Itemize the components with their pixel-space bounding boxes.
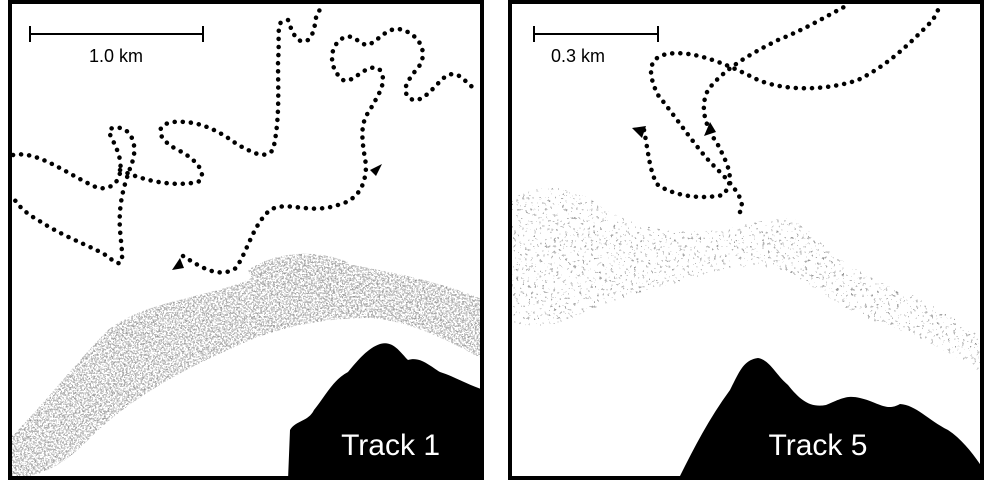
land-silhouette: [680, 358, 980, 476]
plume-band: [12, 259, 480, 476]
direction-arrow: [632, 126, 646, 138]
scale-bar-label: 0.3 km: [551, 46, 605, 66]
scale-bar: [29, 26, 204, 42]
map-panel-track-5: 0.3 km Track 5: [508, 0, 984, 480]
map-panel-track-1: 1.0 km Track 1: [8, 0, 484, 480]
map-canvas-track-5: 0.3 km Track 5: [508, 0, 984, 480]
panel-border: [8, 0, 484, 480]
direction-arrow: [370, 164, 382, 176]
plume-band: [512, 187, 980, 373]
direction-arrow: [704, 122, 716, 136]
direction-arrow: [172, 258, 184, 270]
plume-dense-patch: [248, 253, 348, 290]
land-silhouette: [288, 343, 480, 476]
vessel-track-5: [641, 4, 943, 215]
vessel-track-1: [12, 7, 480, 275]
track-label: Track 1: [341, 429, 440, 462]
track-label: Track 5: [769, 429, 868, 462]
map-canvas-track-1: 1.0 km Track 1: [8, 0, 484, 480]
scale-bar-label: 1.0 km: [89, 46, 143, 66]
scale-bar: [533, 26, 659, 42]
panel-border: [508, 0, 984, 480]
